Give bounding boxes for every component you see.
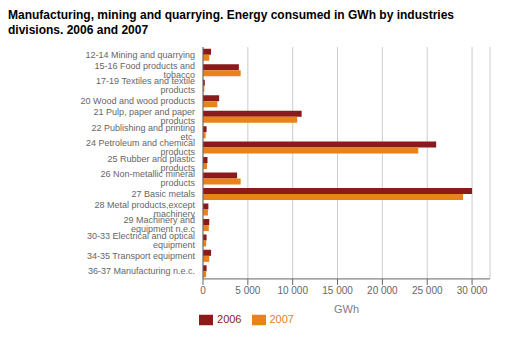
svg-text:34-35 Transport equipment: 34-35 Transport equipment [87,251,196,261]
svg-text:0: 0 [200,285,206,296]
svg-text:30 000: 30 000 [457,285,488,296]
svg-text:20 000: 20 000 [367,285,398,296]
svg-text:30-33 Electrical and opticaleq: 30-33 Electrical and opticalequipment [87,231,196,250]
svg-text:12-14 Mining and quarrying: 12-14 Mining and quarrying [85,50,195,60]
svg-text:17-19 Textiles and textileprod: 17-19 Textiles and textileproducts [96,76,195,95]
svg-text:36-37 Manufacturing n.e.c.: 36-37 Manufacturing n.e.c. [88,266,195,276]
svg-text:10 000: 10 000 [277,285,308,296]
svg-text:26 Non-metallic mineralproduct: 26 Non-metallic mineralproducts [100,169,195,188]
svg-text:20 Wood and wood products: 20 Wood and wood products [81,96,196,106]
svg-text:GWh: GWh [334,303,359,315]
svg-text:15 000: 15 000 [322,285,353,296]
svg-text:25 000: 25 000 [412,285,443,296]
svg-text:5 000: 5 000 [235,285,260,296]
svg-text:27 Basic metals: 27 Basic metals [131,189,195,199]
